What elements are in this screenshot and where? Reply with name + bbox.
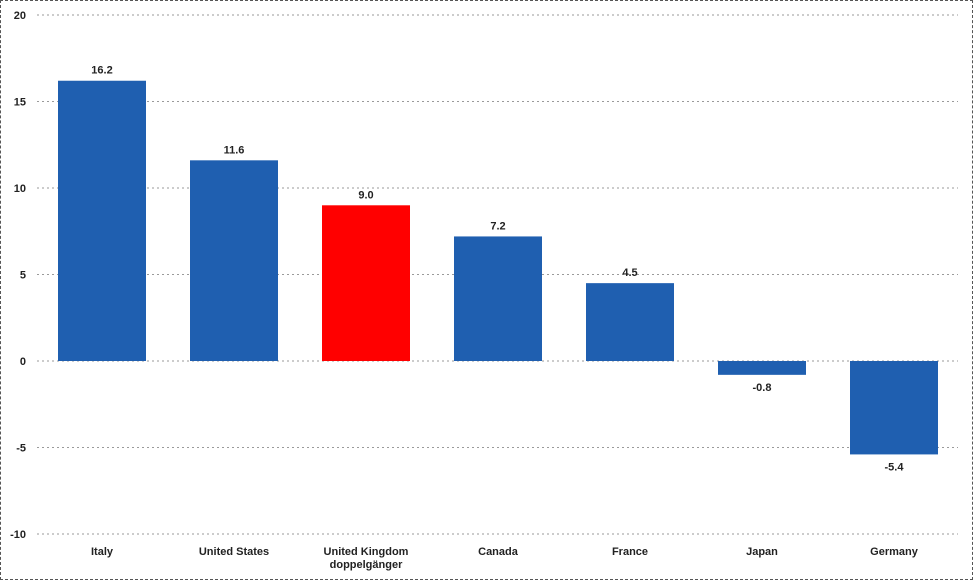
category-label-line: United Kingdom bbox=[324, 546, 409, 558]
category-label-line: United States bbox=[199, 546, 269, 558]
y-tick-label: 15 bbox=[14, 97, 26, 109]
category-label-line: Canada bbox=[478, 546, 519, 558]
category-label: France bbox=[612, 546, 648, 558]
data-label: 4.5 bbox=[622, 267, 637, 279]
y-tick-label: 20 bbox=[14, 10, 26, 22]
category-label-line: Italy bbox=[91, 546, 114, 558]
y-axis-tick-labels: 20 15 10 5 0 -5 -10 bbox=[10, 10, 26, 541]
category-labels: Italy United States United Kingdom doppelgä… bbox=[91, 546, 919, 571]
category-label: United States bbox=[199, 546, 269, 558]
category-label-line: Germany bbox=[870, 546, 919, 558]
category-label-line: Japan bbox=[746, 546, 778, 558]
y-tick-label: 10 bbox=[14, 183, 26, 195]
category-label-line: doppelgänger bbox=[330, 559, 403, 571]
data-label: -5.4 bbox=[885, 461, 905, 473]
y-tick-label: 0 bbox=[20, 356, 26, 368]
bar bbox=[718, 361, 806, 375]
bar bbox=[322, 205, 410, 361]
category-label: Canada bbox=[478, 546, 519, 558]
y-tick-label: -5 bbox=[16, 443, 26, 455]
category-label-line: France bbox=[612, 546, 648, 558]
category-label: Japan bbox=[746, 546, 778, 558]
category-label: Italy bbox=[91, 546, 114, 558]
data-label: 9.0 bbox=[358, 189, 373, 201]
bar bbox=[850, 361, 938, 455]
category-label: Germany bbox=[870, 546, 919, 558]
bar bbox=[190, 160, 278, 361]
data-label: 11.6 bbox=[224, 144, 245, 156]
bar bbox=[586, 283, 674, 361]
data-label: 7.2 bbox=[490, 220, 505, 232]
data-labels: 16.2 11.6 9.0 7.2 4.5 -0.8 -5.4 bbox=[91, 65, 904, 474]
bars bbox=[58, 80, 938, 455]
data-label: 16.2 bbox=[91, 65, 112, 77]
category-label: United Kingdom doppelgänger bbox=[324, 546, 409, 571]
y-tick-label: 5 bbox=[20, 270, 26, 282]
bar bbox=[58, 80, 146, 362]
data-label: -0.8 bbox=[753, 382, 772, 394]
bar bbox=[454, 236, 542, 361]
y-tick-label: -10 bbox=[10, 529, 26, 541]
